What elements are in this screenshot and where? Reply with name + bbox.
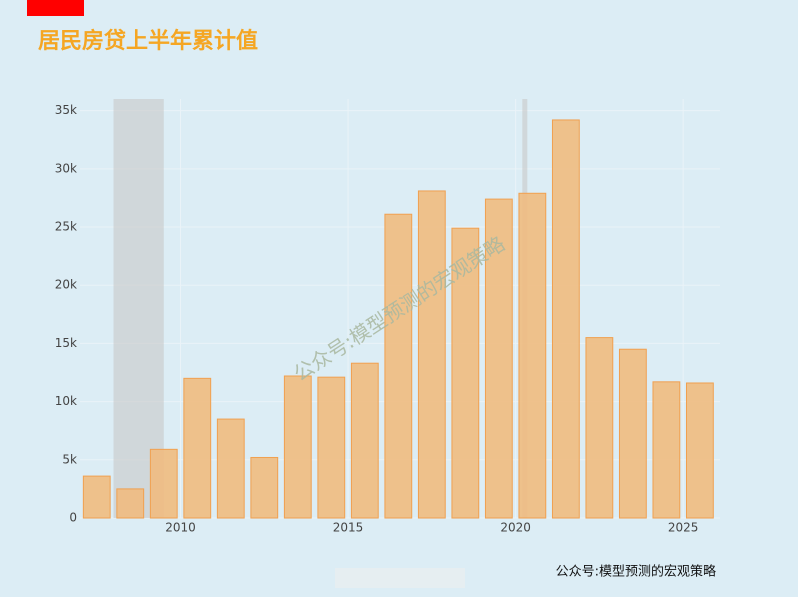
bar [216, 418, 245, 519]
footer-text: 公众号:模型预测的宏观策略 [556, 564, 716, 580]
bar [551, 119, 580, 519]
x-tick-label: 2010 [165, 521, 196, 535]
bar [183, 377, 212, 519]
bar [585, 337, 614, 519]
bar [82, 475, 111, 519]
bar [652, 381, 681, 519]
bar [350, 362, 379, 519]
chart-title: 居民房贷上半年累计值 [38, 28, 258, 54]
bar [685, 382, 714, 519]
y-tick-label: 30k [55, 161, 77, 175]
logo-block [27, 0, 84, 16]
y-tick-label: 20k [55, 278, 77, 292]
bar [518, 192, 547, 519]
y-tick-label: 0 [69, 511, 77, 525]
y-tick-label: 15k [55, 336, 77, 350]
x-tick-label: 2015 [333, 521, 364, 535]
y-tick-label: 25k [55, 220, 77, 234]
bar [417, 190, 446, 519]
bar [317, 376, 346, 519]
bar [484, 198, 513, 519]
bar [451, 227, 480, 519]
footer-blur [335, 568, 465, 588]
plot-area: 0 5k 10k 15k 20k 25k 30k 35k 2010 2015 2020 2025 [55, 99, 720, 535]
bar [618, 348, 647, 519]
x-tick-label: 2025 [668, 521, 699, 535]
shaded-range [113, 99, 164, 518]
bar [149, 448, 178, 519]
y-tick-label: 5k [62, 452, 77, 466]
bar [283, 375, 312, 519]
y-tick-label: 35k [55, 103, 77, 117]
y-tick-label: 10k [55, 394, 77, 408]
x-tick-label: 2020 [500, 521, 531, 535]
bar [250, 456, 279, 519]
bar [384, 213, 413, 519]
bar [116, 488, 145, 519]
